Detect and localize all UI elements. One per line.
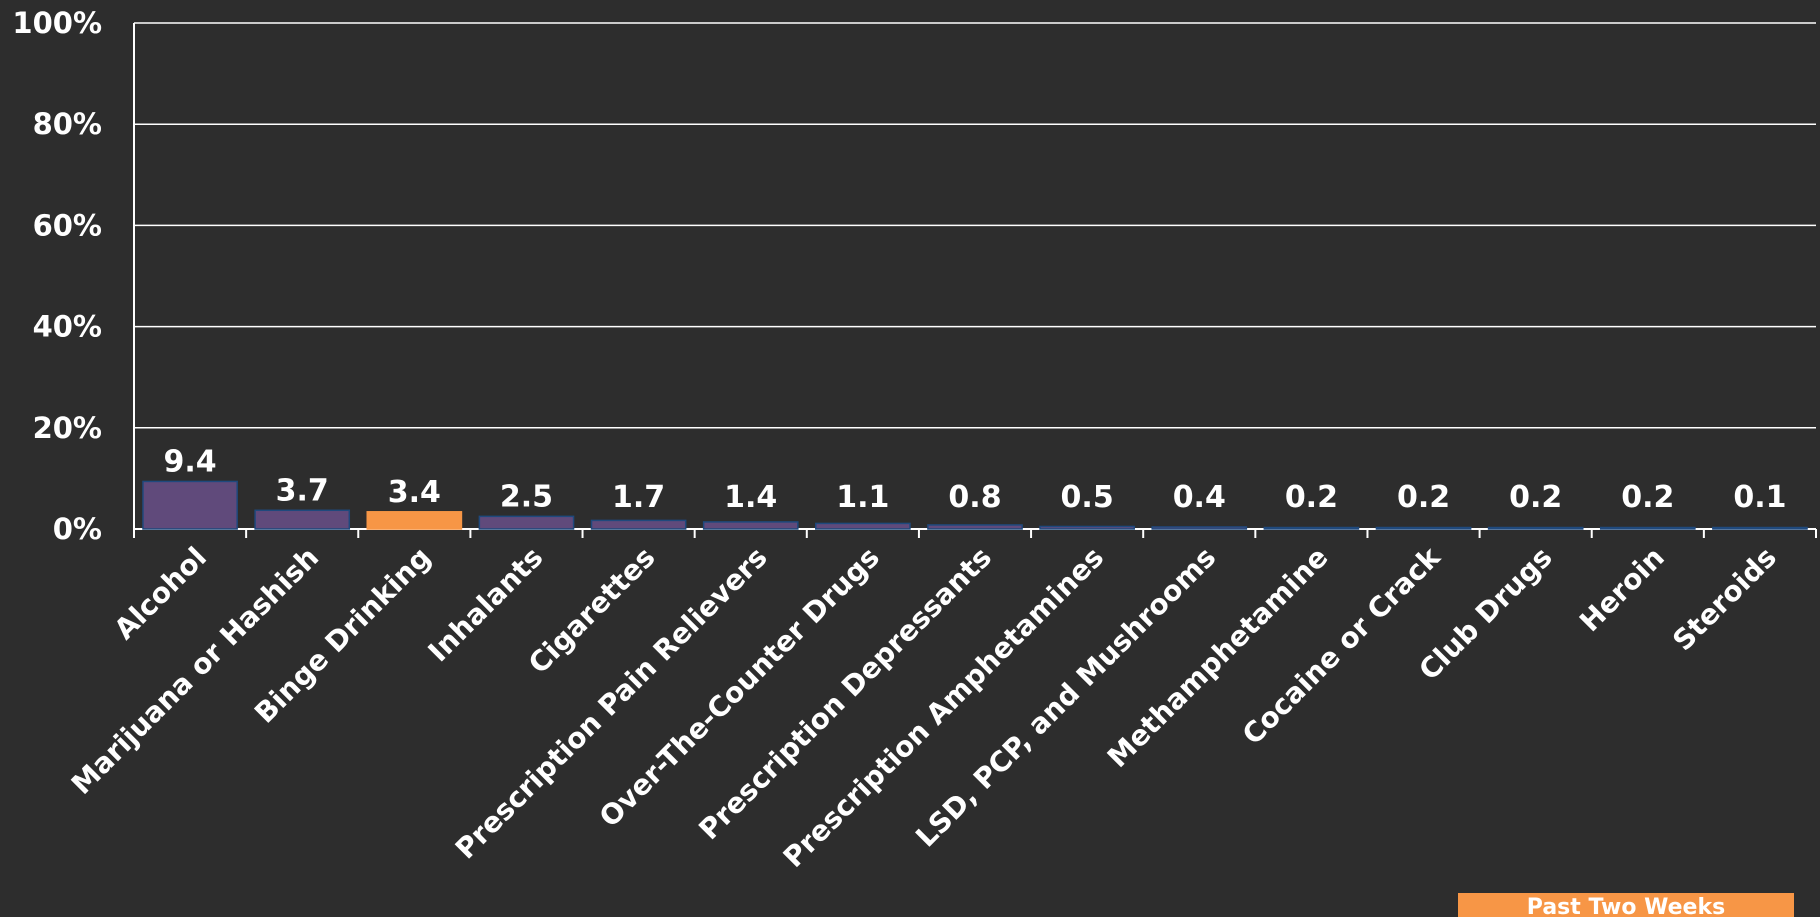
data-label: 9.4 [163, 444, 216, 479]
data-label: 2.5 [500, 479, 553, 514]
data-label: 1.4 [724, 480, 777, 515]
data-label: 1.7 [612, 480, 665, 515]
bar [1487, 526, 1584, 530]
x-category-label: Methamphetamine [1101, 541, 1334, 774]
data-label: 0.4 [1173, 480, 1226, 515]
bar [927, 524, 1023, 530]
data-label: 0.2 [1397, 480, 1450, 515]
y-tick-label: 60% [33, 208, 102, 242]
bar [702, 521, 799, 530]
bar [815, 522, 911, 530]
y-tick-label: 80% [33, 107, 102, 141]
legend-label: Past Two Weeks [1526, 895, 1726, 917]
bar [1039, 525, 1135, 530]
bar [1151, 526, 1248, 530]
y-tick-label: 20% [33, 411, 102, 445]
bar [1712, 526, 1808, 530]
data-label: 3.4 [388, 475, 441, 510]
data-label: 1.1 [836, 480, 889, 515]
y-tick-label: 40% [33, 310, 102, 344]
data-label: 0.2 [1621, 480, 1674, 515]
bar [478, 515, 575, 530]
x-category-label: Alcohol [108, 541, 213, 646]
data-label: 0.1 [1733, 480, 1786, 515]
bar [1599, 526, 1696, 530]
y-tick-label: 100% [12, 6, 102, 40]
bar [1263, 526, 1360, 530]
bar [366, 511, 463, 530]
x-category-label: Cocaine or Crack [1236, 540, 1448, 752]
bar [1375, 526, 1472, 530]
bar [142, 480, 238, 530]
data-label: 0.2 [1285, 480, 1338, 515]
x-category-label: Heroin [1573, 541, 1671, 639]
data-label: 0.8 [948, 480, 1001, 515]
data-label: 3.7 [276, 473, 329, 508]
y-tick-label: 0% [53, 512, 102, 546]
bar [590, 519, 687, 530]
bar [254, 509, 351, 530]
data-label: 0.2 [1509, 480, 1562, 515]
legend-past-two-weeks: Past Two Weeks [1458, 893, 1794, 917]
x-category-label: Steroids [1666, 541, 1783, 658]
data-label: 0.5 [1061, 480, 1114, 515]
